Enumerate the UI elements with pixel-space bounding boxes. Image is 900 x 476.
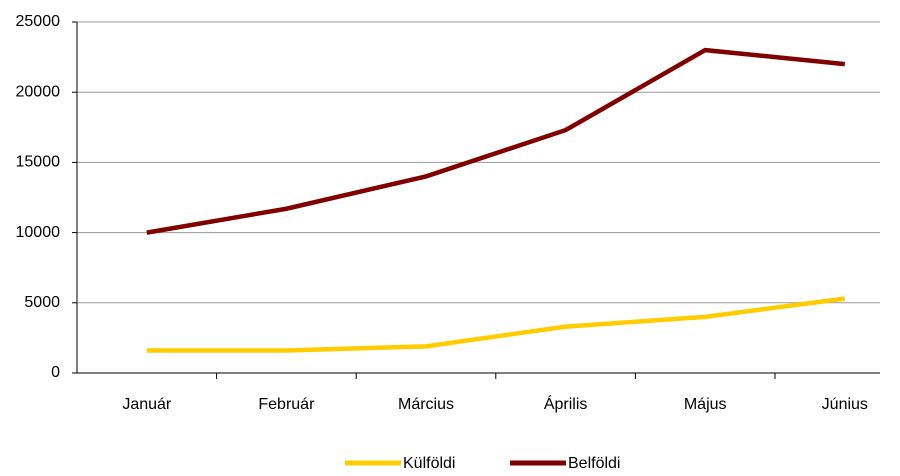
x-tick-label: Április [544, 394, 588, 413]
series-line [146, 296, 846, 353]
x-tick-label: Március [398, 396, 454, 413]
x-tick-label: Február [258, 396, 315, 413]
x-tick-label: Június [822, 396, 868, 413]
y-tick-label: 0 [51, 364, 60, 381]
x-tick-label: Május [684, 396, 727, 413]
legend-label: Külföldi [403, 455, 455, 472]
legend-label: Belföldi [568, 455, 620, 472]
y-tick-label: 25000 [16, 13, 61, 30]
y-tick-label: 15000 [16, 154, 61, 171]
series-line [146, 47, 846, 235]
y-tick-label: 20000 [16, 83, 61, 100]
x-tick-label: Január [122, 396, 172, 413]
y-tick-label: 10000 [16, 224, 61, 241]
y-tick-label: 5000 [24, 294, 60, 311]
